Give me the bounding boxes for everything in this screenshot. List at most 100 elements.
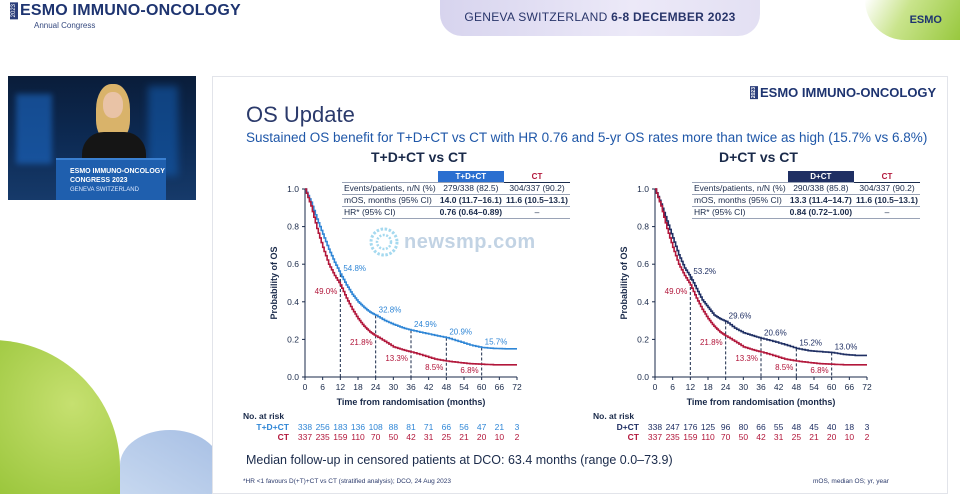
stats-table: T+D+CT CT Events/patients, n/N (%) 279/3… [342,171,570,219]
x-tick-label: 0 [303,382,308,392]
y-tick-label: 0.0 [637,372,649,382]
stats-row-label: HR* (95% CI) [342,205,438,219]
slide-logo-year: 2023 [750,85,758,100]
x-tick-label: 18 [703,382,713,392]
x-tick-label: 12 [686,382,696,392]
watermark-text: newsmp.com [404,230,536,253]
y-tick-label: 0.6 [287,259,299,269]
at-risk-count: 45 [809,422,819,432]
at-risk-count: 48 [791,422,802,432]
stats-header-arm: T+D+CT [437,171,505,182]
median-followup: Median follow-up in censored patients at… [246,453,673,467]
landmark-label: 29.6% [729,311,752,320]
at-risk-count: 70 [370,432,381,442]
x-tick-label: 24 [371,382,381,392]
conference-banner: 2023 ESMO IMMUNO-ONCOLOGY Annual Congres… [0,0,960,40]
landmark-label: 13.3% [735,354,758,363]
x-tick-label: 30 [739,382,749,392]
at-risk-count: 3 [864,422,870,432]
slide-logo-text: ESMO IMMUNO-ONCOLOGY [760,85,937,100]
landmark-label: 32.8% [379,305,402,314]
landmark-label: 24.9% [414,320,437,329]
stats-cell: 304/337 (90.2) [854,181,920,194]
slide-subtitle: Sustained OS benefit for T+D+CT vs CT wi… [246,130,928,145]
at-risk-count: 96 [720,422,731,432]
at-risk-count: 183 [333,422,348,432]
landmark-label: 6.8% [810,366,828,375]
x-tick-label: 60 [477,382,487,392]
stats-cell: 304/337 (90.2) [504,181,570,194]
watermark: newsmp.com [368,226,536,258]
stats-header-blank [342,171,438,182]
x-tick-label: 36 [756,382,766,392]
stats-row-label: mOS, months (95% CI) [342,193,438,206]
at-risk-count: 338 [297,422,313,432]
slide-logo: 2023 ESMO IMMUNO-ONCOLOGY [750,85,936,100]
at-risk-count: 110 [351,432,365,442]
green-decoration [0,340,120,494]
stats-header-blank [692,171,788,182]
location-band: GENEVA SWITZERLAND 6-8 DECEMBER 2023 [440,0,760,36]
stats-header-arm: D+CT [787,171,855,182]
x-tick-label: 72 [862,382,872,392]
stats-cell: 11.6 (10.5–13.1) [854,193,920,206]
at-risk-count: 71 [423,422,434,432]
landmark-label: 20.6% [764,328,787,337]
at-risk-count: 47 [476,422,487,432]
stats-cell: 13.3 (11.4–14.7) [787,193,855,206]
at-risk-count: 21 [494,422,505,432]
stats-header-control: CT [854,171,920,183]
at-risk-count: 50 [738,432,749,442]
at-risk-table-left: No. at risk T+D+CT 338 256 183 136 108 88 81 71 66… [223,411,573,442]
panel-title: D+CT vs CT [719,149,798,165]
landmark-label: 13.3% [385,354,408,363]
x-tick-label: 6 [670,382,675,392]
at-risk-count: 136 [350,422,366,432]
stats-row-label: Events/patients, n/N (%) [342,181,438,194]
km-curve-ct [305,188,517,366]
stats-table: D+CT CT Events/patients, n/N (%) 290/338… [692,171,920,219]
y-tick-label: 1.0 [637,184,649,194]
at-risk-count: 42 [756,432,766,442]
congress-logo: 2023 ESMO IMMUNO-ONCOLOGY [10,2,241,20]
slide-title: OS Update [246,102,355,127]
at-risk-count: 110 [701,432,715,442]
at-risk-count: 21 [809,432,819,442]
at-risk-count: 50 [388,432,399,442]
at-risk-arm-label: D+CT [616,422,639,432]
at-risk-header: No. at risk [243,411,285,421]
at-risk-count: 247 [665,422,680,432]
at-risk-count: 31 [773,432,784,442]
at-risk-count: 338 [647,422,663,432]
podium: ESMO IMMUNO-ONCOLOGY CONGRESS 2023 GENEV… [56,158,166,200]
at-risk-count: 337 [647,432,663,442]
logo-text: ESMO IMMUNO-ONCOLOGY [20,2,241,19]
at-risk-count: 10 [494,432,505,442]
stats-cell: 14.0 (11.7–16.1) [437,193,505,206]
footnote-abbreviations: mOS, median OS; yr, year [813,478,889,485]
at-risk-arm-label: CT [627,432,639,442]
location-text: GENEVA SWITZERLAND 6-8 DECEMBER 2023 [440,10,760,24]
at-risk-count: 3 [514,422,520,432]
at-risk-count: 159 [683,432,698,442]
y-tick-label: 0.8 [637,222,649,232]
logo-subtitle: Annual Congress [34,21,96,30]
podium-line: CONGRESS 2023 [70,177,128,184]
at-risk-count: 40 [826,422,837,432]
x-tick-label: 36 [406,382,416,392]
panel-title: T+D+CT vs CT [371,149,467,165]
at-risk-count: 21 [459,432,469,442]
stats-cell: 279/338 (82.5) [437,181,505,194]
x-tick-label: 12 [336,382,346,392]
presenter-face [103,92,123,118]
at-risk-count: 42 [406,432,416,442]
stats-row-label: Events/patients, n/N (%) [692,181,788,194]
x-tick-label: 66 [845,382,855,392]
x-tick-label: 6 [320,382,325,392]
km-curve-ct [655,188,867,366]
at-risk-count: 55 [773,422,784,432]
landmark-label: 54.8% [343,264,366,273]
stage-light [16,94,52,164]
stats-cell: 0.84 (0.72–1.00) [787,205,855,219]
at-risk-count: 25 [791,432,802,442]
